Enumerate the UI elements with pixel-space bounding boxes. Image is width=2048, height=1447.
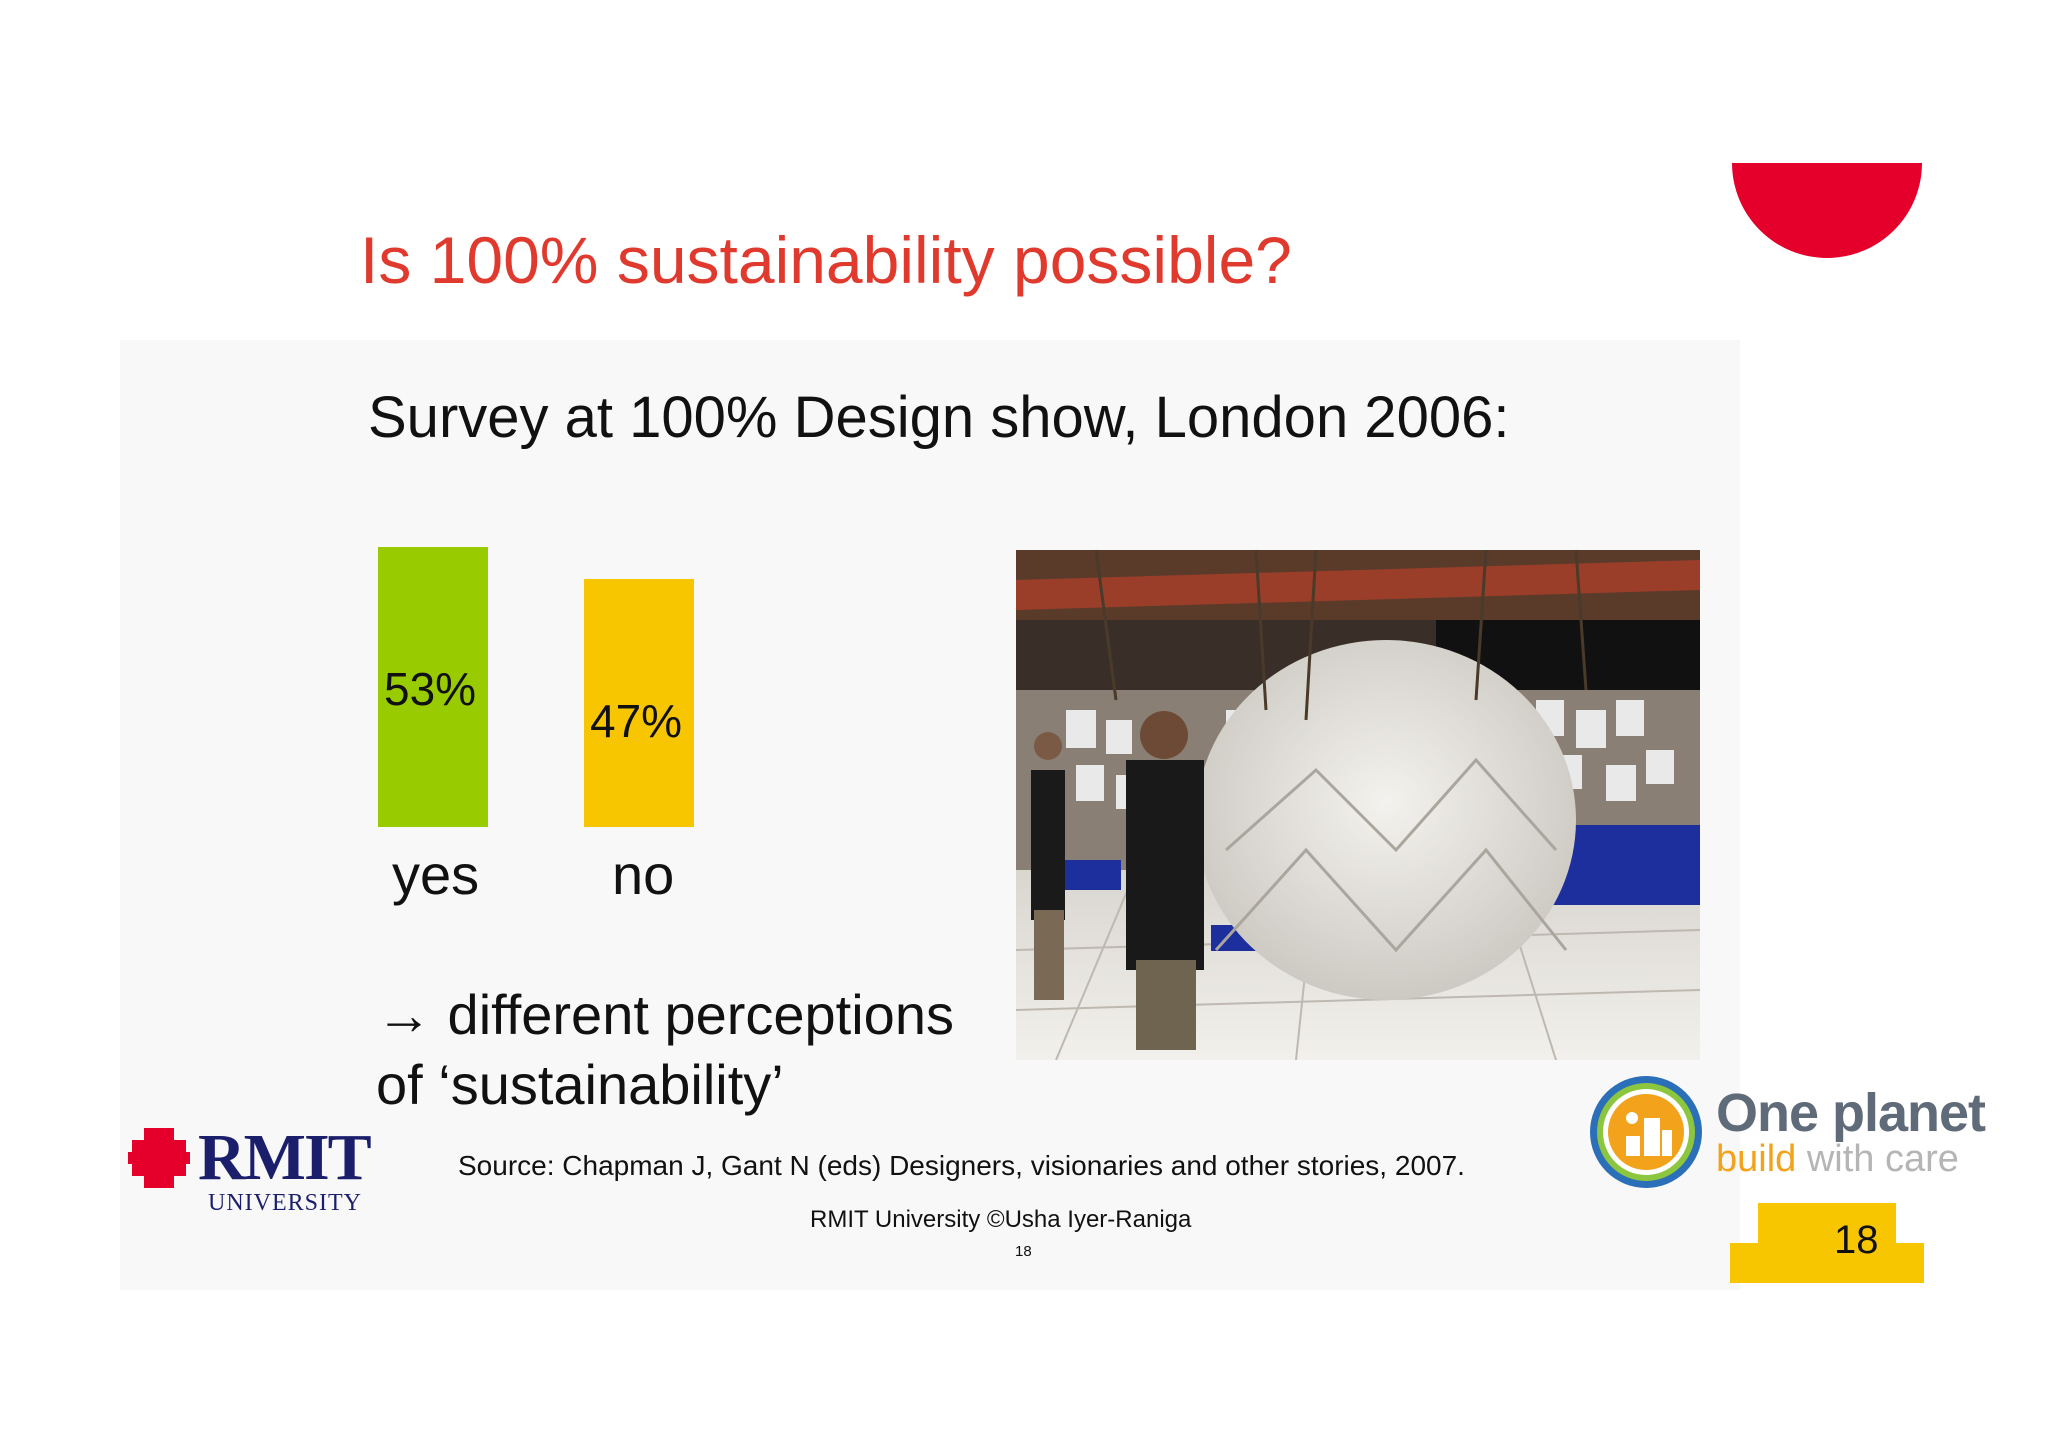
tagline-build: build xyxy=(1716,1138,1797,1180)
category-label-yes: yes xyxy=(392,843,480,906)
conclusion-text: → different perceptions of ‘sustainabili… xyxy=(376,980,954,1120)
rmit-logo-subtext: UNIVERSITY xyxy=(208,1190,362,1216)
bar-yes xyxy=(378,547,488,827)
rmit-pixel-icon xyxy=(128,1128,190,1188)
page-number-box xyxy=(1730,1203,1924,1283)
source-citation: Source: Chapman J, Gant N (eds) Designer… xyxy=(458,1150,1465,1181)
conclusion-line-2: of ‘sustainability’ xyxy=(376,1053,784,1116)
conclusion-line-1: → different perceptions xyxy=(376,983,954,1046)
bar-value-label-yes: 53% xyxy=(384,663,477,715)
footer-page-number: 18 xyxy=(1015,1243,1032,1260)
exhibition-photo xyxy=(1016,550,1700,1060)
category-label-no: no xyxy=(612,843,675,906)
red-halfcircle-accent xyxy=(1732,163,1922,258)
slide-title: Is 100% sustainability possible? xyxy=(360,223,1292,297)
one-planet-title: One planet xyxy=(1716,1083,1986,1143)
one-planet-globe-icon xyxy=(1590,1076,1702,1188)
page-number: 18 xyxy=(1834,1218,1879,1262)
footer-copyright: RMIT University ©Usha Iyer-Raniga xyxy=(810,1206,1192,1233)
tagline-with-care: with care xyxy=(1796,1138,1959,1180)
bar-value-label-no: 47% xyxy=(590,695,683,747)
rmit-logo-text: RMIT xyxy=(198,1121,372,1194)
slide-subtitle: Survey at 100% Design show, London 2006: xyxy=(368,385,1510,450)
bar-no xyxy=(584,579,694,827)
one-planet-tagline: build with care xyxy=(1716,1138,1959,1181)
